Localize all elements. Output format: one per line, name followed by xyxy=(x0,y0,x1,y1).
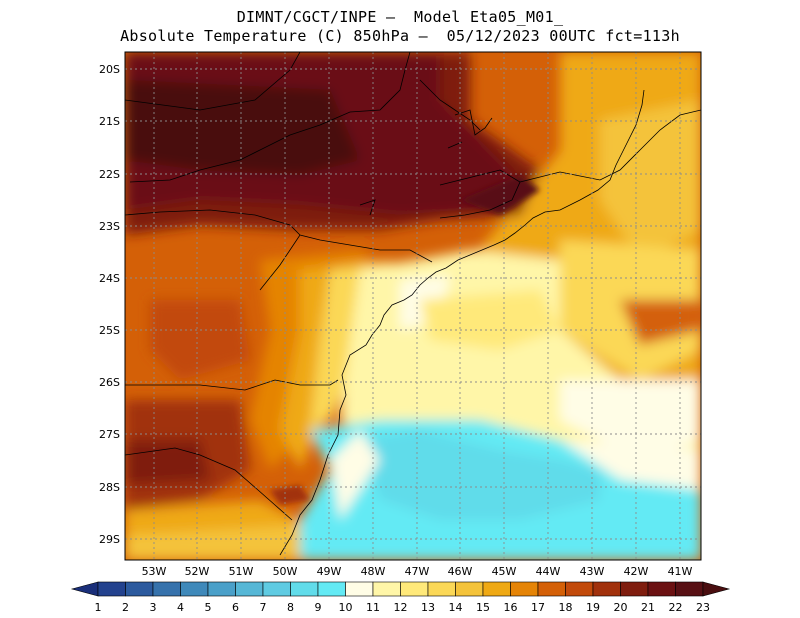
grid-lines xyxy=(125,52,701,560)
border-sc-rs xyxy=(125,447,293,521)
temperature-field xyxy=(125,52,701,560)
border-interior xyxy=(419,79,481,131)
colorbar xyxy=(70,581,731,597)
colorbar-label: 19 xyxy=(586,601,600,614)
colorbar-segment xyxy=(317,581,346,597)
colorbar-segment xyxy=(235,581,264,597)
colorbar-label: 2 xyxy=(122,601,129,614)
lat-label: 21S xyxy=(99,115,120,128)
colorbar-label: 6 xyxy=(232,601,239,614)
colorbar-label: 23 xyxy=(696,601,710,614)
colorbar-label: 12 xyxy=(394,601,408,614)
colorbar-label: 7 xyxy=(260,601,267,614)
colorbar-label: 21 xyxy=(641,601,655,614)
colorbar-segment xyxy=(290,581,319,597)
colorbar-label: 17 xyxy=(531,601,545,614)
map-title-line2: Absolute Temperature (C) 850hPa — 05/12/… xyxy=(120,27,680,45)
latitude-labels: 20S 21S 22S 23S 24S 25S 26S 27S 28S 29S xyxy=(99,63,120,546)
colorbar-label: 20 xyxy=(614,601,628,614)
colorbar-label: 13 xyxy=(421,601,435,614)
colorbar-label: 11 xyxy=(366,601,380,614)
lon-label: 48W xyxy=(361,565,386,578)
colorbar-segment xyxy=(97,581,126,597)
colorbar-segment xyxy=(482,581,511,597)
colorbar-segment xyxy=(510,581,539,597)
colorbar-label: 9 xyxy=(315,601,322,614)
border-mg-es xyxy=(519,109,701,183)
lon-label: 42W xyxy=(624,565,649,578)
colorbar-label: 16 xyxy=(504,601,518,614)
colorbar-segment xyxy=(262,581,291,597)
border-sp-mg xyxy=(129,52,411,183)
lon-label: 50W xyxy=(273,565,298,578)
colorbar-segment xyxy=(345,581,374,597)
state-borders xyxy=(125,52,701,556)
colorbar-segment xyxy=(592,581,621,597)
border-rj xyxy=(439,169,521,219)
lat-label: 22S xyxy=(99,168,120,181)
colorbar-label: 10 xyxy=(339,601,353,614)
map-frame xyxy=(124,51,702,561)
colorbar-segment xyxy=(620,581,649,597)
colorbar-segment xyxy=(152,581,181,597)
colorbar-segment xyxy=(455,581,484,597)
colorbar-arrow-left xyxy=(70,581,99,597)
lon-label: 46W xyxy=(448,565,473,578)
lat-label: 25S xyxy=(99,324,120,337)
colorbar-segment xyxy=(372,581,401,597)
lon-label: 49W xyxy=(317,565,342,578)
colorbar-label: 15 xyxy=(476,601,490,614)
lon-label: 41W xyxy=(668,565,693,578)
colorbar-segment xyxy=(125,581,154,597)
border-pr-sc xyxy=(125,379,339,391)
colorbar-segment xyxy=(675,581,704,597)
colorbar-label: 4 xyxy=(177,601,184,614)
lon-label: 43W xyxy=(580,565,605,578)
longitude-labels: 53W 52W 51W 50W 49W 48W 47W 46W 45W 44W … xyxy=(142,565,693,578)
colorbar-label: 8 xyxy=(287,601,294,614)
colorbar-arrow-right xyxy=(702,581,731,597)
colorbar-label: 14 xyxy=(449,601,463,614)
lon-label: 45W xyxy=(492,565,517,578)
colorbar-labels: 1 2 3 4 5 6 7 8 9 10 11 12 13 14 15 16 17 18 19 20 21 22 23 xyxy=(95,601,711,614)
lat-label: 23S xyxy=(99,220,120,233)
colorbar-segment xyxy=(537,581,566,597)
lon-label: 47W xyxy=(405,565,430,578)
lat-label: 24S xyxy=(99,272,120,285)
colorbar-label: 5 xyxy=(205,601,212,614)
colorbar-segment xyxy=(565,581,594,597)
lat-label: 27S xyxy=(99,428,120,441)
colorbar-label: 1 xyxy=(95,601,102,614)
lon-label: 53W xyxy=(142,565,167,578)
colorbar-segment xyxy=(427,581,456,597)
coastline xyxy=(279,89,645,556)
colorbar-segment xyxy=(207,581,236,597)
colorbar-segment xyxy=(180,581,209,597)
lat-label: 29S xyxy=(99,533,120,546)
colorbar-label: 18 xyxy=(559,601,573,614)
colorbar-segment xyxy=(647,581,676,597)
lon-label: 44W xyxy=(536,565,561,578)
lat-label: 28S xyxy=(99,481,120,494)
lon-label: 52W xyxy=(185,565,210,578)
colorbar-label: 22 xyxy=(669,601,683,614)
border-ms xyxy=(125,52,301,111)
lon-label: 51W xyxy=(229,565,254,578)
lat-label: 20S xyxy=(99,63,120,76)
colorbar-segment xyxy=(400,581,429,597)
lat-label: 26S xyxy=(99,376,120,389)
map-title-line1: DIMNT/CGCT/INPE — Model Eta05_M01_ xyxy=(236,8,564,26)
colorbar-label: 3 xyxy=(150,601,157,614)
border-river-parana xyxy=(259,234,301,291)
